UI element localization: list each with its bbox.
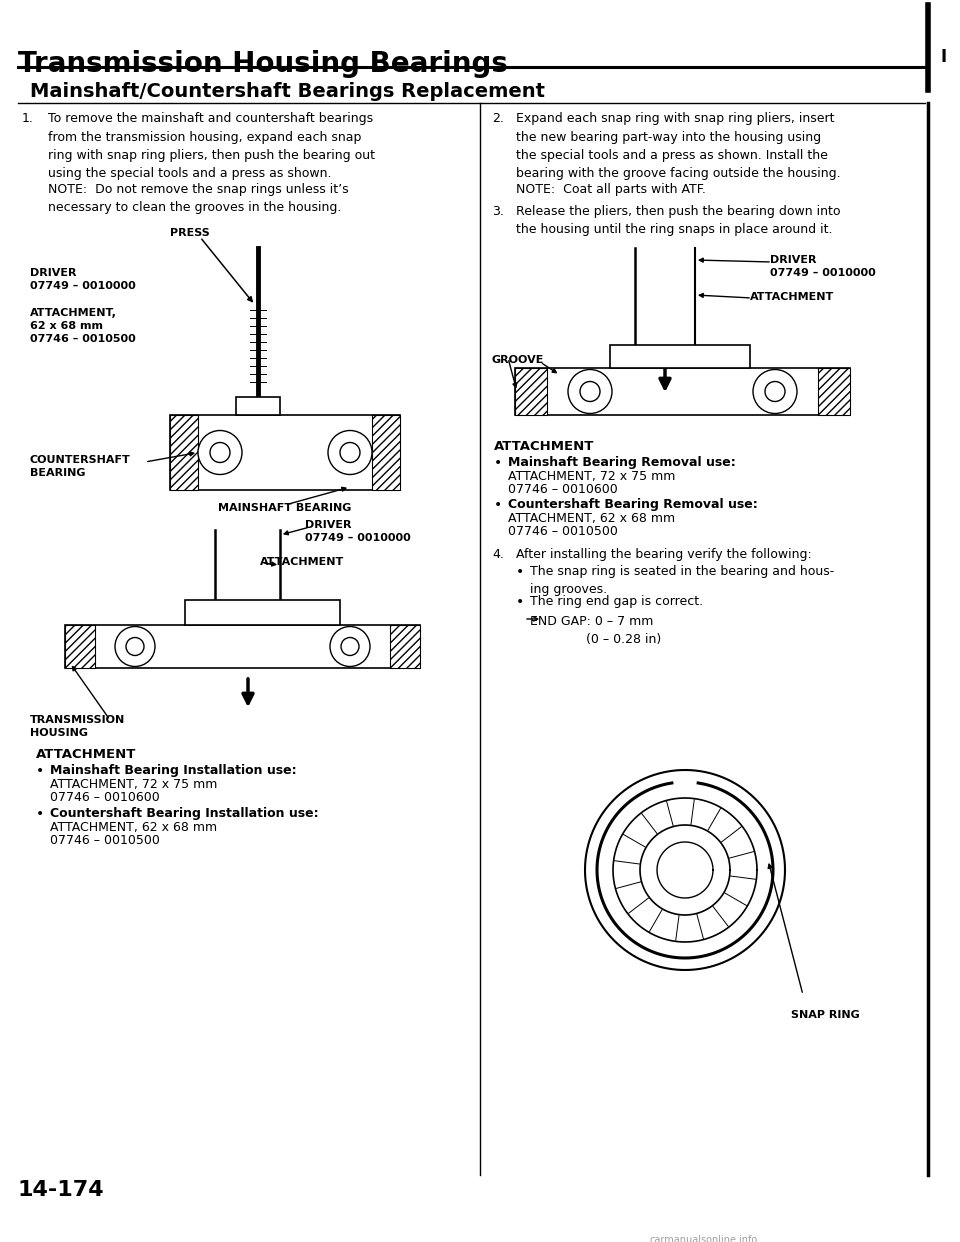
Text: ATTACHMENT: ATTACHMENT — [260, 556, 345, 568]
Text: GROOVE: GROOVE — [492, 355, 544, 365]
Text: DRIVER
07749 – 0010000: DRIVER 07749 – 0010000 — [770, 255, 876, 278]
Text: NOTE:  Coat all parts with ATF.: NOTE: Coat all parts with ATF. — [516, 183, 706, 196]
Text: ATTACHMENT,
62 x 68 mm
07746 – 0010500: ATTACHMENT, 62 x 68 mm 07746 – 0010500 — [30, 308, 135, 344]
Bar — [185, 600, 340, 625]
Text: NOTE:  Do not remove the snap rings unless it’s
necessary to clean the grooves i: NOTE: Do not remove the snap rings unles… — [48, 183, 348, 215]
Text: •: • — [516, 595, 524, 609]
Text: PRESS: PRESS — [170, 229, 210, 238]
Bar — [236, 397, 280, 415]
Text: To remove the mainshaft and countershaft bearings
from the transmission housing,: To remove the mainshaft and countershaft… — [48, 112, 375, 180]
Text: TRANSMISSION
HOUSING: TRANSMISSION HOUSING — [30, 715, 125, 738]
Text: Mainshaft Bearing Installation use:: Mainshaft Bearing Installation use: — [50, 764, 297, 777]
Text: ATTACHMENT, 72 x 75 mm: ATTACHMENT, 72 x 75 mm — [508, 469, 676, 483]
Text: Countershaft Bearing Removal use:: Countershaft Bearing Removal use: — [508, 498, 757, 510]
Text: COUNTERSHAFT
BEARING: COUNTERSHAFT BEARING — [30, 455, 131, 478]
Text: DRIVER
07749 – 0010000: DRIVER 07749 – 0010000 — [305, 520, 411, 543]
Text: Transmission Housing Bearings: Transmission Housing Bearings — [18, 50, 508, 78]
Text: 1.: 1. — [22, 112, 34, 125]
Circle shape — [580, 381, 600, 401]
Bar — [65, 625, 95, 668]
Circle shape — [341, 637, 359, 656]
Text: 07746 – 0010500: 07746 – 0010500 — [50, 833, 160, 847]
Text: ATTACHMENT, 72 x 75 mm: ATTACHMENT, 72 x 75 mm — [50, 777, 217, 791]
Text: ATTACHMENT: ATTACHMENT — [36, 748, 136, 761]
Text: 4.: 4. — [492, 548, 504, 561]
Circle shape — [328, 431, 372, 474]
Text: 07746 – 0010500: 07746 – 0010500 — [508, 525, 618, 538]
Circle shape — [115, 626, 155, 667]
Bar — [170, 415, 198, 491]
Text: Mainshaft/Countershaft Bearings Replacement: Mainshaft/Countershaft Bearings Replacem… — [30, 82, 545, 101]
Text: Countershaft Bearing Installation use:: Countershaft Bearing Installation use: — [50, 807, 319, 820]
Circle shape — [765, 381, 785, 401]
Text: ATTACHMENT, 62 x 68 mm: ATTACHMENT, 62 x 68 mm — [50, 821, 217, 833]
Bar — [515, 368, 547, 415]
Circle shape — [568, 370, 612, 414]
Text: Release the pliers, then push the bearing down into
the housing until the ring s: Release the pliers, then push the bearin… — [516, 205, 841, 236]
Text: •: • — [494, 498, 502, 512]
Bar — [170, 415, 400, 491]
Text: After installing the bearing verify the following:: After installing the bearing verify the … — [516, 548, 812, 561]
Text: 14-174: 14-174 — [18, 1180, 105, 1200]
Bar — [610, 345, 750, 368]
Text: 07746 – 0010600: 07746 – 0010600 — [508, 483, 617, 496]
Text: DRIVER
07749 – 0010000: DRIVER 07749 – 0010000 — [30, 268, 135, 291]
Circle shape — [340, 442, 360, 462]
Circle shape — [753, 370, 797, 414]
Bar — [372, 415, 400, 491]
Text: •: • — [494, 456, 502, 469]
Text: •: • — [36, 807, 44, 821]
Text: SNAP RING: SNAP RING — [791, 1010, 860, 1020]
Text: ATTACHMENT: ATTACHMENT — [494, 440, 594, 453]
Text: MAINSHAFT BEARING: MAINSHAFT BEARING — [218, 503, 351, 513]
Text: carmanualsonline.info: carmanualsonline.info — [650, 1235, 758, 1242]
Text: ATTACHMENT, 62 x 68 mm: ATTACHMENT, 62 x 68 mm — [508, 512, 675, 525]
Circle shape — [210, 442, 230, 462]
Text: The ring end gap is correct.: The ring end gap is correct. — [530, 595, 703, 609]
Text: •: • — [36, 764, 44, 777]
Bar — [65, 625, 420, 668]
Text: The snap ring is seated in the bearing and hous-
ing grooves.: The snap ring is seated in the bearing a… — [530, 565, 834, 596]
Text: •: • — [516, 565, 524, 579]
Text: 07746 – 0010600: 07746 – 0010600 — [50, 791, 159, 804]
Text: I: I — [940, 48, 947, 66]
Text: Mainshaft Bearing Removal use:: Mainshaft Bearing Removal use: — [508, 456, 735, 469]
Text: ATTACHMENT: ATTACHMENT — [750, 292, 834, 302]
Text: 2.: 2. — [492, 112, 504, 125]
Circle shape — [330, 626, 370, 667]
Bar — [515, 368, 850, 415]
Bar — [818, 368, 850, 415]
Circle shape — [198, 431, 242, 474]
Text: 3.: 3. — [492, 205, 504, 219]
Circle shape — [126, 637, 144, 656]
Bar — [390, 625, 420, 668]
Text: Expand each snap ring with snap ring pliers, insert
the new bearing part-way int: Expand each snap ring with snap ring pli… — [516, 112, 841, 180]
Text: END GAP: 0 – 7 mm
              (0 – 0.28 in): END GAP: 0 – 7 mm (0 – 0.28 in) — [530, 615, 661, 646]
